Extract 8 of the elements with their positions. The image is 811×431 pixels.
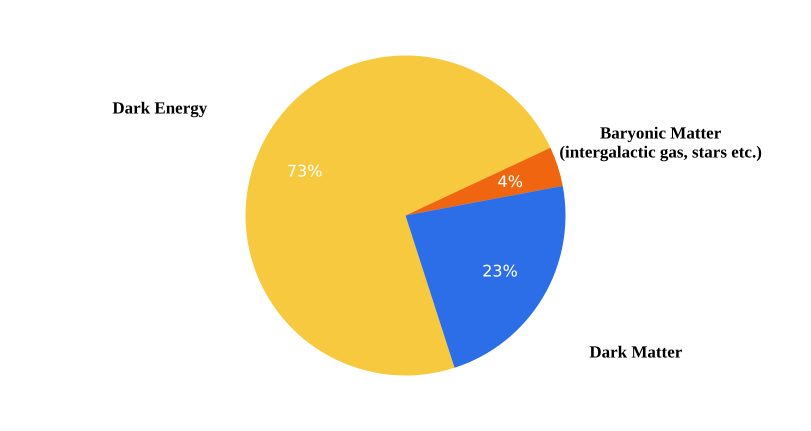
slice-label: Dark Matter xyxy=(589,342,683,362)
data-label: 23% xyxy=(482,262,518,281)
data-label: 4% xyxy=(498,172,523,191)
slice-label: Dark Energy xyxy=(112,98,208,118)
data-label: 73% xyxy=(286,162,322,181)
slice-label: Baryonic Matter (intergalactic gas, stars etc.) xyxy=(559,123,762,162)
pie-slice xyxy=(246,56,550,376)
pie-slice xyxy=(406,186,566,368)
